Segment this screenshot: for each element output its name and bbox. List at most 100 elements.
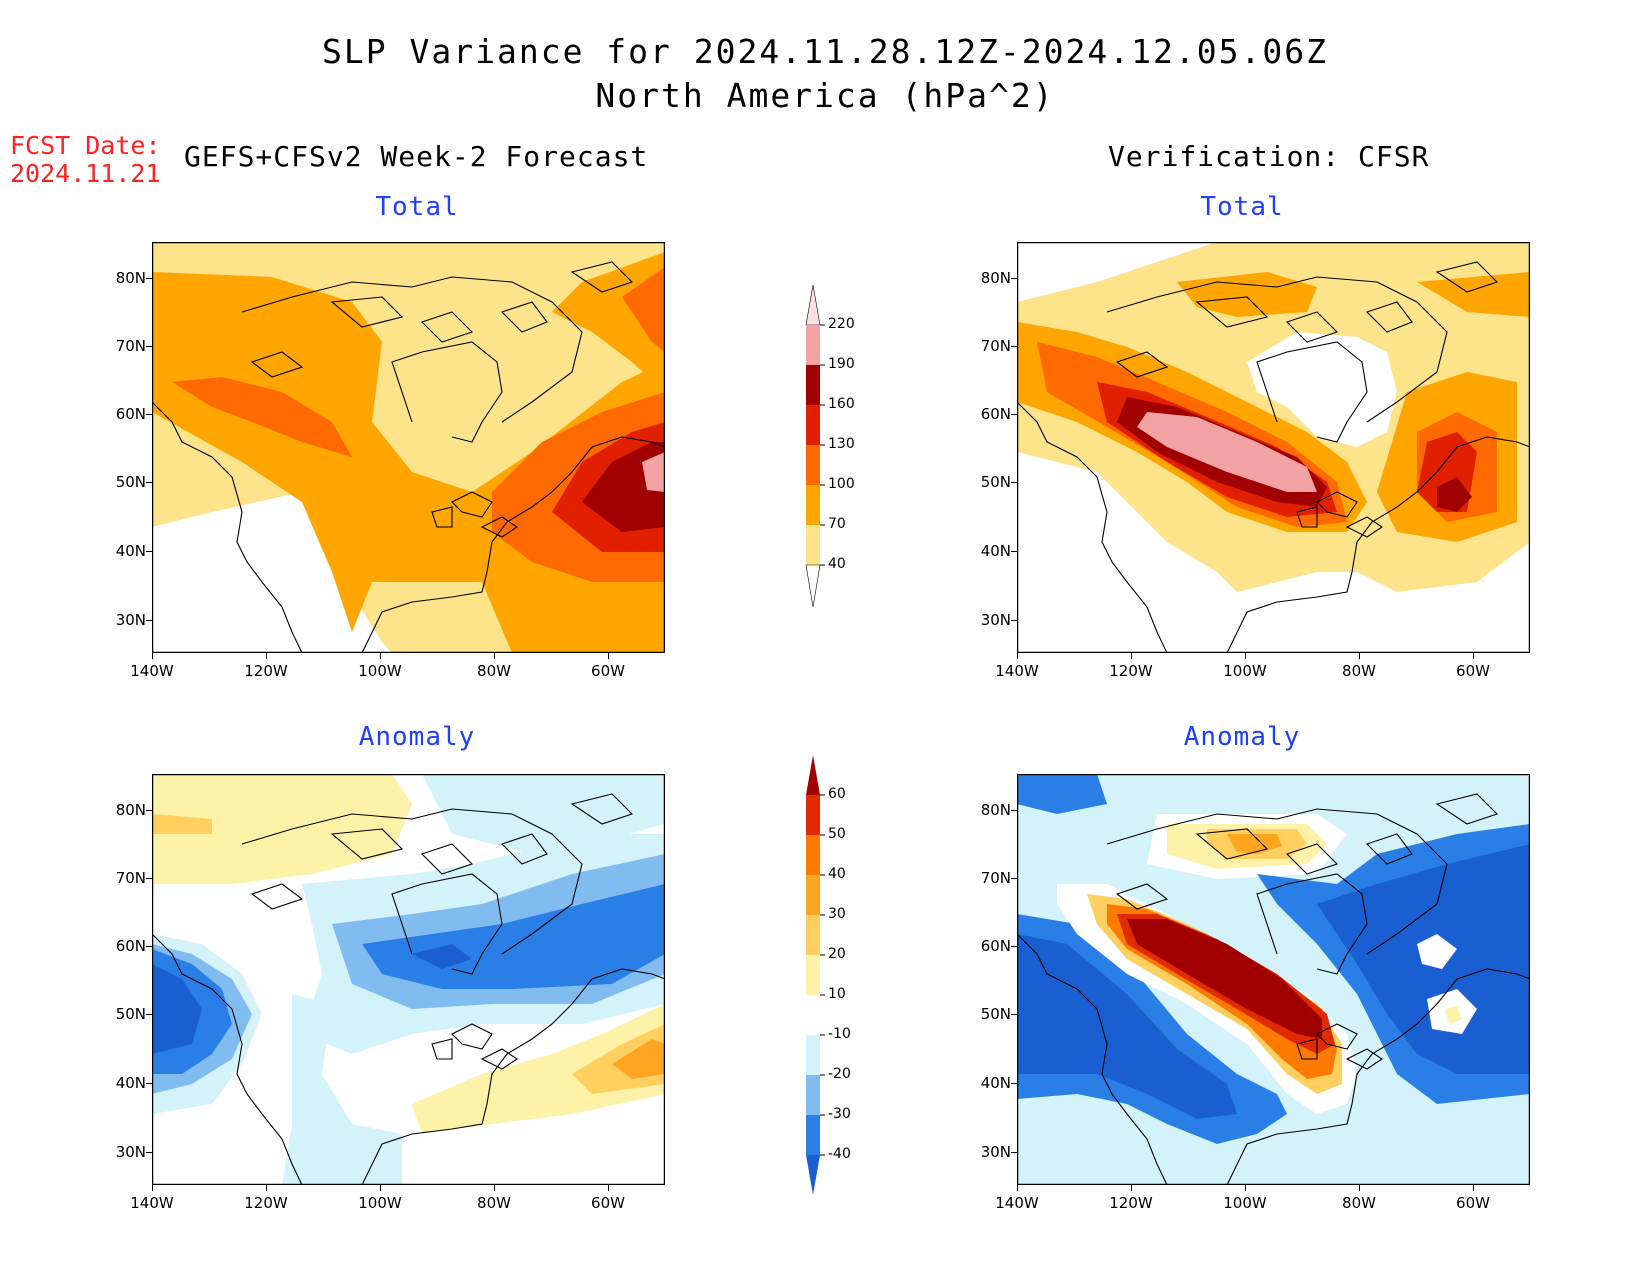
lon-tick-label: 140W	[130, 1194, 174, 1212]
lat-tick-mark	[146, 346, 152, 347]
verification-total-title: Total	[1200, 192, 1284, 222]
lon-tick-label: 60W	[591, 662, 625, 680]
lat-tick-label: 60N	[115, 937, 146, 955]
total-colorbar-segment	[806, 365, 820, 405]
anomaly-colorbar-label: 60	[828, 786, 846, 802]
lat-tick-label: 40N	[115, 1074, 146, 1092]
lat-tick-label: 80N	[980, 801, 1011, 819]
lon-tick-label: 80W	[1342, 1194, 1376, 1212]
lon-tick-label: 120W	[244, 662, 288, 680]
lon-tick-label: 140W	[995, 1194, 1039, 1212]
lon-tick-label: 80W	[477, 662, 511, 680]
lat-tick-mark	[1011, 346, 1017, 347]
forecast-total-map	[152, 242, 665, 653]
anomaly-colorbar-top-triangle	[806, 755, 820, 795]
lat-tick-label: 50N	[980, 1005, 1011, 1023]
total-colorbar-label: 130	[828, 436, 855, 452]
lon-tick-mark	[1131, 1185, 1132, 1191]
lat-tick-label: 50N	[115, 1005, 146, 1023]
lat-tick-mark	[146, 1014, 152, 1015]
lon-tick-mark	[1131, 653, 1132, 659]
total-colorbar-segment	[806, 325, 820, 365]
lon-tick-label: 100W	[1223, 1194, 1267, 1212]
total-colorbar-label: 190	[828, 356, 855, 372]
lat-tick-mark	[146, 878, 152, 879]
lon-tick-mark	[1473, 1185, 1474, 1191]
lon-tick-label: 100W	[358, 1194, 402, 1212]
lat-tick-mark	[146, 278, 152, 279]
anomaly-colorbar-segment	[806, 1035, 820, 1075]
lat-tick-mark	[1011, 482, 1017, 483]
lon-tick-mark	[380, 1185, 381, 1191]
lon-tick-label: 80W	[477, 1194, 511, 1212]
lat-tick-mark	[1011, 946, 1017, 947]
forecast-anomaly-title: Anomaly	[358, 722, 476, 752]
lon-tick-mark	[608, 653, 609, 659]
lat-tick-mark	[146, 482, 152, 483]
lat-tick-label: 30N	[115, 611, 146, 629]
anomaly-colorbar-label: -20	[828, 1066, 851, 1082]
lat-tick-label: 80N	[115, 269, 146, 287]
fcst-date-label: FCST Date:	[10, 131, 161, 160]
total-colorbar-segment	[806, 525, 820, 565]
lat-tick-mark	[146, 551, 152, 552]
lat-tick-mark	[146, 946, 152, 947]
lat-tick-label: 80N	[115, 801, 146, 819]
total-colorbar-label: 70	[828, 516, 846, 532]
anomaly-colorbar-segment	[806, 875, 820, 915]
anomaly-colorbar-segment	[806, 795, 820, 835]
forecast-anomaly-map	[152, 774, 665, 1185]
total-colorbar-label: 220	[828, 316, 855, 332]
figure-subtitle: North America (hPa^2)	[595, 76, 1055, 115]
anomaly-colorbar-label: 20	[828, 946, 846, 962]
lat-tick-mark	[1011, 414, 1017, 415]
lon-tick-label: 60W	[1456, 662, 1490, 680]
lat-tick-mark	[1011, 1014, 1017, 1015]
lat-tick-mark	[146, 1152, 152, 1153]
lat-tick-label: 30N	[115, 1143, 146, 1161]
verification-anomaly-title: Anomaly	[1183, 722, 1301, 752]
lon-tick-label: 80W	[1342, 662, 1376, 680]
lat-tick-label: 60N	[980, 405, 1011, 423]
lat-tick-mark	[1011, 878, 1017, 879]
lon-tick-mark	[1359, 1185, 1360, 1191]
total-colorbar-segment	[806, 405, 820, 445]
total-colorbar-segment	[806, 485, 820, 525]
lat-tick-mark	[1011, 278, 1017, 279]
lat-tick-label: 60N	[980, 937, 1011, 955]
total-colorbar-top-triangle	[805, 285, 821, 326]
lon-tick-mark	[266, 1185, 267, 1191]
lon-tick-label: 60W	[591, 1194, 625, 1212]
lon-tick-mark	[152, 653, 153, 659]
lat-tick-label: 50N	[980, 473, 1011, 491]
lat-tick-label: 50N	[115, 473, 146, 491]
lon-tick-mark	[494, 1185, 495, 1191]
lon-tick-label: 120W	[1109, 662, 1153, 680]
lon-tick-label: 120W	[244, 1194, 288, 1212]
anomaly-colorbar-segment	[806, 955, 820, 995]
lat-tick-mark	[146, 414, 152, 415]
lat-tick-label: 70N	[115, 869, 146, 887]
anomaly-colorbar-label: 50	[828, 826, 846, 842]
lon-tick-label: 120W	[1109, 1194, 1153, 1212]
lat-tick-label: 40N	[980, 542, 1011, 560]
lat-tick-mark	[1011, 810, 1017, 811]
verification-column-title: Verification: CFSR	[1108, 140, 1430, 173]
lon-tick-mark	[1017, 653, 1018, 659]
lon-tick-label: 100W	[358, 662, 402, 680]
lon-tick-label: 60W	[1456, 1194, 1490, 1212]
anomaly-colorbar-segment	[806, 915, 820, 955]
anomaly-colorbar-segment	[806, 995, 820, 1035]
lon-tick-mark	[266, 653, 267, 659]
anomaly-colorbar	[806, 755, 825, 1195]
lon-tick-mark	[152, 1185, 153, 1191]
lon-tick-mark	[1017, 1185, 1018, 1191]
lat-tick-label: 70N	[115, 337, 146, 355]
anomaly-colorbar-label: 40	[828, 866, 846, 882]
lat-tick-mark	[1011, 551, 1017, 552]
forecast-total-title: Total	[375, 192, 459, 222]
lat-tick-label: 80N	[980, 269, 1011, 287]
total-colorbar-segment	[806, 445, 820, 485]
lon-tick-mark	[494, 653, 495, 659]
